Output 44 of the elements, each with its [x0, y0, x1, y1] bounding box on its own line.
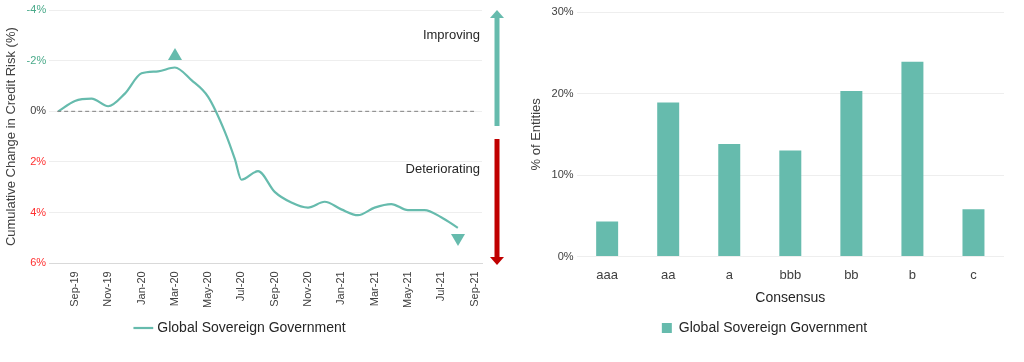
bar: [779, 150, 802, 257]
x-tick-label: aaa: [596, 266, 619, 282]
x-tick-label: May-20: [201, 271, 214, 309]
x-tick-label: Sep-19: [67, 271, 80, 307]
legend-label: Global Sovereign Government: [678, 318, 868, 335]
x-tick-label: bbb: [779, 266, 802, 282]
x-tick-label: Jul-21: [434, 271, 447, 302]
x-tick-label: Sep-20: [267, 271, 280, 307]
bar: [901, 61, 924, 257]
bar: [596, 221, 619, 257]
x-tick-label: Mar-20: [167, 271, 180, 307]
y-tick-label: 6%: [30, 256, 47, 269]
y-axis-title: Cumulative Change in Credit Risk (%): [3, 27, 19, 247]
legend-label: Global Sovereign Government: [157, 318, 346, 335]
bar: [718, 144, 741, 257]
x-tick-label: Nov-20: [301, 271, 314, 307]
bar: [962, 209, 985, 257]
x-tick-label: aa: [660, 266, 677, 282]
y-tick-label: 2%: [30, 155, 47, 168]
y-tick-label: 4%: [30, 205, 47, 218]
x-tick-label: Nov-19: [101, 271, 114, 307]
y-tick-label: -4%: [26, 3, 47, 16]
bar: [840, 91, 863, 257]
x-tick-label: a: [725, 266, 734, 282]
x-tick-label: c: [970, 266, 978, 282]
x-tick-label: May-21: [400, 271, 413, 309]
x-tick-label: Jan-21: [334, 271, 347, 305]
x-tick-label: Jan-20: [134, 271, 147, 305]
y-tick-label: 0%: [557, 249, 574, 262]
y-tick-label: 0%: [30, 104, 47, 117]
x-tick-label: Sep-21: [467, 271, 480, 307]
annotation: Deteriorating: [405, 161, 480, 177]
x-axis-title: Consensus: [755, 289, 826, 306]
x-tick-label: Mar-21: [367, 271, 380, 307]
y-axis-title: % of Entities: [528, 97, 544, 171]
x-tick-label: b: [908, 266, 917, 282]
annotation: Improving: [422, 26, 480, 42]
x-tick-label: bb: [844, 266, 859, 282]
y-tick-label: 30%: [551, 5, 574, 18]
y-tick-label: 20%: [551, 86, 574, 99]
y-tick-label: 10%: [551, 168, 574, 181]
bar: [657, 102, 680, 257]
y-tick-label: -2%: [26, 53, 47, 66]
x-tick-label: Jul-20: [234, 271, 247, 302]
